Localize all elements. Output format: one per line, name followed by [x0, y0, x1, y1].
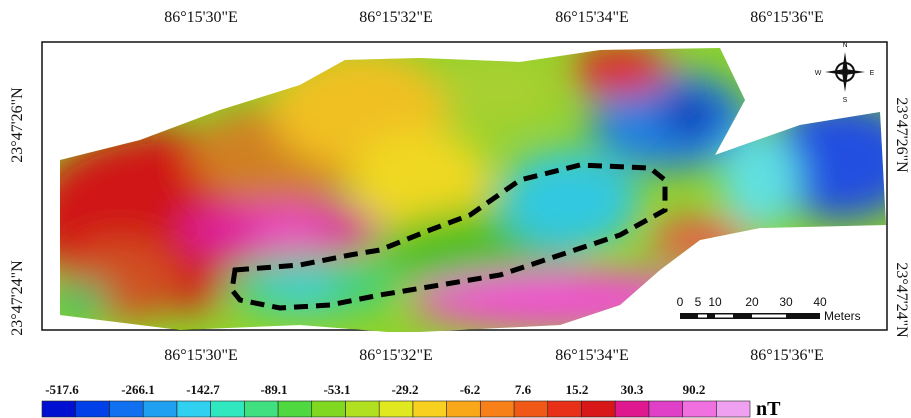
- right-label: 23°47'24"N: [893, 262, 910, 338]
- legend-label: -53.1: [323, 382, 350, 397]
- scale-tick: 20: [745, 295, 759, 309]
- legend-swatch: [243, 400, 279, 418]
- scale-unit: Meters: [824, 309, 861, 323]
- legend-label: 7.6: [515, 382, 532, 397]
- bottom-label: 86°15'30"E: [164, 347, 238, 364]
- compass-letter: S: [843, 97, 848, 104]
- legend-swatch: [345, 400, 380, 418]
- legend-label: -517.6: [45, 382, 79, 397]
- legend-swatch: [210, 400, 245, 418]
- compass: N E S W: [815, 42, 875, 104]
- legend-label: 90.2: [683, 382, 706, 397]
- legend-swatch: [176, 400, 211, 418]
- legend-swatch: [75, 400, 110, 418]
- compass-letter: N: [842, 42, 847, 49]
- legend-label: -89.1: [260, 382, 287, 397]
- legend-label: -6.2: [460, 382, 481, 397]
- legend-label: 15.2: [566, 382, 589, 397]
- legend-swatch: [682, 400, 717, 418]
- compass-letter: W: [815, 70, 822, 77]
- scale-tick: 30: [779, 295, 793, 309]
- legend-swatch: [277, 400, 313, 418]
- scale-tick: 40: [813, 295, 827, 309]
- bottom-label: 86°15'36"E: [750, 347, 824, 364]
- legend-swatch: [311, 400, 346, 418]
- left-label: 23°47'24"N: [9, 260, 26, 336]
- top-label: 86°15'32"E: [359, 9, 433, 26]
- top-label: 86°15'30"E: [164, 9, 238, 26]
- legend-swatch: [614, 400, 650, 418]
- legend-swatch: [479, 400, 515, 418]
- legend-swatch: [581, 400, 616, 418]
- scale-bar: 0 5 10 20 30 40 Meters: [677, 295, 861, 323]
- legend-unit: nT: [756, 398, 781, 418]
- legend-label: -142.7: [186, 382, 220, 397]
- legend-swatch: [715, 400, 751, 418]
- legend-swatch: [41, 400, 77, 418]
- right-label: 23°47'26"N: [893, 97, 910, 173]
- boundary-outline: [229, 162, 668, 311]
- legend-swatch: [513, 400, 549, 418]
- top-label: 86°15'34"E: [555, 9, 629, 26]
- legend-swatch: [378, 400, 414, 418]
- bottom-label: 86°15'32"E: [359, 347, 433, 364]
- bottom-label: 86°15'34"E: [555, 347, 629, 364]
- color-legend: -517.6 -266.1 -142.7 -89.1 -53.1 -29.2 -…: [41, 382, 781, 418]
- legend-swatch: [446, 400, 481, 418]
- scale-tick: 10: [708, 295, 722, 309]
- top-label: 86°15'36"E: [750, 9, 824, 26]
- legend-swatch: [547, 400, 582, 418]
- scale-tick: 0: [677, 295, 684, 309]
- scale-tick: 5: [695, 295, 702, 309]
- legend-swatch: [412, 400, 447, 418]
- compass-letter: E: [870, 70, 875, 77]
- left-label: 23°47'26"N: [9, 87, 26, 163]
- legend-swatch: [648, 400, 683, 418]
- legend-swatch: [142, 400, 178, 418]
- legend-swatch: [109, 400, 144, 418]
- legend-label: 30.3: [621, 382, 644, 397]
- legend-label: -266.1: [121, 382, 155, 397]
- legend-label: -29.2: [391, 382, 418, 397]
